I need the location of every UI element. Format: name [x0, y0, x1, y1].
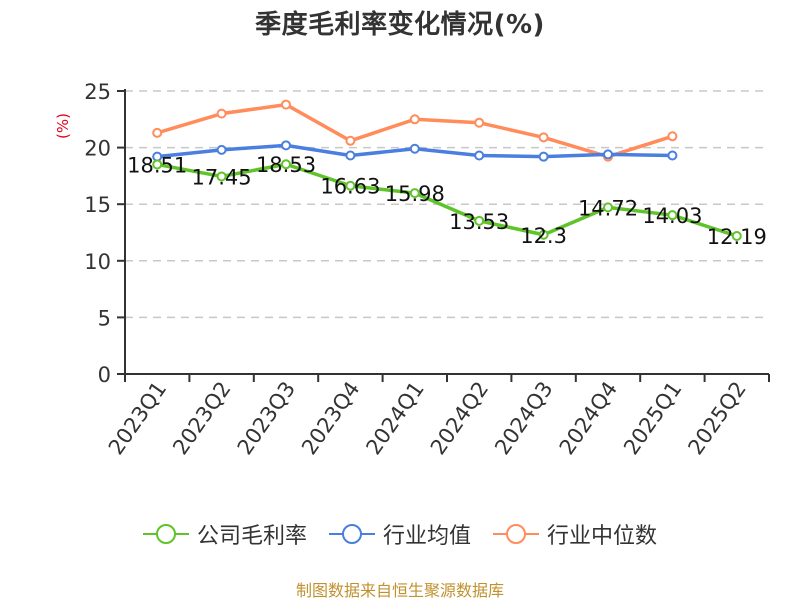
legend-item-industry-median[interactable]: 行业中位数 — [493, 518, 657, 550]
svg-text:15.98: 15.98 — [385, 182, 445, 206]
legend-label: 公司毛利率 — [196, 524, 307, 549]
svg-text:15: 15 — [84, 193, 111, 217]
legend-marker-icon — [328, 524, 375, 544]
data-source-footer: 制图数据来自恒生聚源数据库 — [295, 581, 504, 600]
svg-text:2024Q1: 2024Q1 — [361, 377, 428, 459]
svg-text:5: 5 — [98, 306, 111, 330]
legend-item-company[interactable]: 公司毛利率 — [142, 518, 307, 550]
svg-text:18.53: 18.53 — [256, 153, 316, 177]
x-axis-ticks: 2023Q12023Q22023Q32023Q42024Q12024Q22024… — [104, 374, 770, 459]
svg-text:2023Q2: 2023Q2 — [168, 377, 235, 459]
svg-text:14.03: 14.03 — [642, 204, 702, 228]
svg-text:17.45: 17.45 — [192, 165, 252, 189]
svg-text:20: 20 — [84, 137, 111, 161]
y-axis-ticks: 0 5 10 15 20 25 — [84, 80, 125, 387]
svg-text:25: 25 — [84, 80, 111, 104]
svg-text:2025Q2: 2025Q2 — [683, 377, 750, 459]
svg-text:2023Q4: 2023Q4 — [297, 377, 364, 459]
svg-text:2025Q1: 2025Q1 — [619, 377, 686, 459]
svg-text:0: 0 — [98, 363, 111, 387]
legend: 公司毛利率 行业均值 行业中位数 — [0, 518, 800, 550]
svg-text:2024Q2: 2024Q2 — [426, 377, 493, 459]
svg-text:14.72: 14.72 — [578, 196, 638, 220]
svg-text:10: 10 — [84, 250, 111, 274]
legend-label: 行业均值 — [382, 524, 471, 549]
svg-text:12.3: 12.3 — [520, 224, 567, 248]
svg-text:16.63: 16.63 — [320, 175, 380, 199]
chart-title: 季度毛利率变化情况(%) — [255, 10, 545, 40]
svg-text:2024Q3: 2024Q3 — [490, 377, 557, 459]
series-lines — [152, 99, 742, 242]
svg-text:2023Q3: 2023Q3 — [233, 377, 300, 459]
svg-text:18.51: 18.51 — [127, 153, 187, 177]
legend-marker-icon — [493, 524, 539, 544]
legend-item-industry-avg[interactable]: 行业均值 — [328, 518, 471, 550]
svg-text:12.19: 12.19 — [707, 225, 767, 249]
y-axis-label: (%) — [54, 113, 72, 139]
svg-text:2024Q4: 2024Q4 — [555, 377, 622, 459]
legend-marker-icon — [142, 524, 189, 544]
svg-text:2023Q1: 2023Q1 — [104, 377, 171, 459]
svg-text:13.53: 13.53 — [449, 210, 509, 234]
gridlines — [125, 90, 769, 319]
legend-label: 行业中位数 — [547, 524, 658, 549]
